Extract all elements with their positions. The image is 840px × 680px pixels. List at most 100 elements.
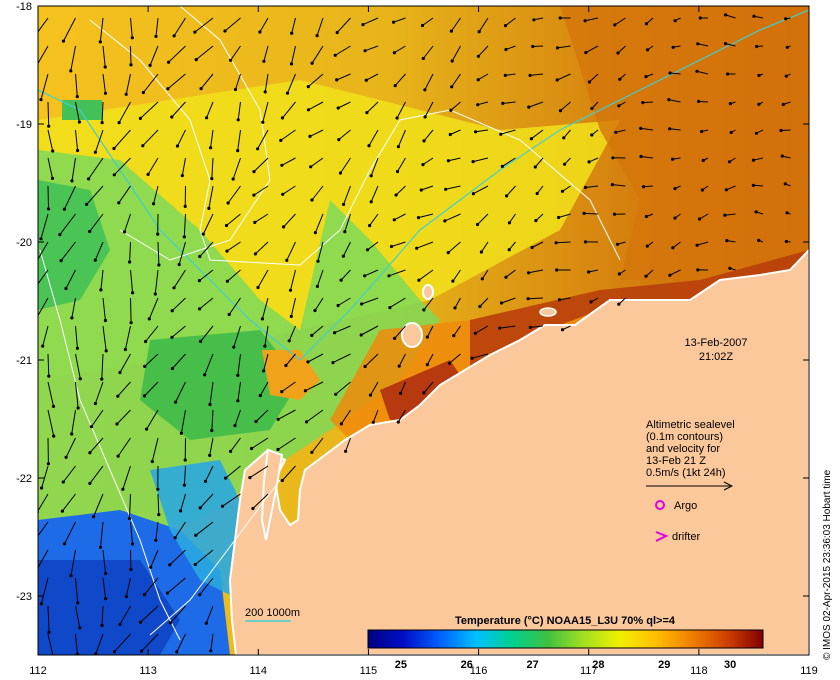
colorbar: Temperature (°C) NOAA15_L3U 70% ql>=4 25… bbox=[367, 615, 764, 671]
velocity-vector bbox=[473, 185, 489, 195]
velocity-vector-head bbox=[363, 49, 367, 53]
velocity-vector-head bbox=[393, 336, 397, 340]
velocity-vector bbox=[157, 493, 160, 515]
velocity-vector-head bbox=[116, 454, 120, 458]
velocity-vector bbox=[171, 325, 186, 338]
velocity-vector-head bbox=[368, 393, 373, 397]
velocity-vector-head bbox=[174, 400, 178, 404]
velocity-vector bbox=[584, 212, 599, 215]
velocity-vector bbox=[588, 269, 599, 273]
velocity-vector-head bbox=[146, 172, 150, 176]
velocity-vector-head bbox=[471, 160, 475, 164]
velocity-vector-head bbox=[387, 274, 391, 278]
velocity-vector bbox=[640, 127, 654, 131]
velocity-vector-head bbox=[755, 44, 759, 49]
velocity-vector bbox=[117, 381, 131, 397]
velocity-vector bbox=[478, 45, 489, 57]
velocity-vector bbox=[423, 129, 434, 142]
velocity-vector-head bbox=[449, 29, 453, 33]
velocity-vector-head bbox=[128, 260, 132, 264]
velocity-vector-head bbox=[58, 233, 62, 237]
velocity-vector bbox=[699, 213, 709, 220]
velocity-vector-head bbox=[62, 542, 67, 546]
velocity-vector bbox=[62, 493, 76, 512]
velocity-vector-head bbox=[236, 399, 240, 403]
velocity-vector bbox=[617, 45, 626, 54]
velocity-vector-head bbox=[361, 23, 365, 27]
velocity-vector-head bbox=[644, 22, 649, 26]
velocity-vector bbox=[340, 409, 351, 425]
velocity-vector-head bbox=[173, 536, 177, 540]
velocity-vector bbox=[147, 157, 159, 175]
velocity-vector-head bbox=[167, 60, 171, 64]
colorbar-tick-label: 27 bbox=[526, 659, 538, 671]
velocity-vector-head bbox=[225, 249, 229, 253]
velocity-vector bbox=[199, 297, 214, 310]
velocity-vector bbox=[388, 269, 406, 277]
velocity-vector-head bbox=[149, 565, 153, 569]
velocity-vector-head bbox=[614, 130, 618, 134]
velocity-vector-head bbox=[208, 402, 212, 407]
velocity-vector bbox=[724, 213, 736, 216]
velocity-vector-head bbox=[157, 263, 161, 267]
velocity-vector-head bbox=[500, 164, 504, 168]
velocity-vector-head bbox=[558, 109, 563, 113]
velocity-vector bbox=[252, 493, 269, 509]
velocity-vector-head bbox=[392, 218, 396, 222]
axis-ticks: 112 113 114 115 116 117 118 119 -18 -19 -20 -21 -22 -… bbox=[16, 1, 818, 677]
velocity-vector bbox=[89, 465, 104, 484]
velocity-vector bbox=[146, 409, 159, 430]
velocity-vector bbox=[129, 241, 131, 263]
velocity-vector-head bbox=[41, 344, 45, 348]
velocity-vector-head bbox=[51, 149, 55, 153]
velocity-vector bbox=[280, 129, 296, 141]
velocity-vector-head bbox=[104, 571, 108, 576]
velocity-vector-head bbox=[557, 298, 562, 302]
velocity-vector-head bbox=[183, 204, 187, 208]
velocity-vector-head bbox=[285, 258, 289, 262]
velocity-vector-head bbox=[199, 339, 203, 343]
velocity-vector bbox=[418, 213, 434, 219]
velocity-vector-head bbox=[644, 214, 649, 219]
velocity-vector-head bbox=[728, 266, 732, 270]
velocity-vector bbox=[226, 241, 241, 252]
velocity-vector-head bbox=[785, 45, 789, 49]
velocity-vector-head bbox=[288, 288, 293, 292]
map-frame bbox=[37, 5, 810, 656]
velocity-vector bbox=[75, 129, 79, 151]
velocity-vector bbox=[447, 241, 461, 253]
velocity-vector-head bbox=[208, 453, 212, 457]
velocity-vector-head bbox=[476, 103, 480, 107]
velocity-vector bbox=[477, 213, 489, 225]
velocity-vector bbox=[669, 128, 681, 131]
velocity-vector bbox=[199, 577, 214, 596]
velocity-vector-head bbox=[498, 326, 502, 330]
velocity-vector-head bbox=[479, 250, 483, 254]
velocity-vector bbox=[281, 157, 296, 166]
velocity-vector-head bbox=[193, 30, 197, 34]
velocity-vector bbox=[175, 381, 186, 403]
velocity-vector-head bbox=[263, 90, 267, 94]
velocity-vector bbox=[71, 409, 76, 435]
velocity-vector bbox=[426, 353, 434, 365]
velocity-vector bbox=[585, 185, 599, 188]
velocity-vector-head bbox=[117, 201, 121, 205]
velocity-vector-head bbox=[618, 77, 622, 81]
sealevel-contour bbox=[119, 6, 271, 261]
velocity-vector bbox=[204, 353, 214, 375]
velocity-vector-head bbox=[93, 401, 97, 406]
velocity-vector-head bbox=[673, 216, 677, 220]
velocity-vector-head bbox=[751, 158, 756, 162]
velocity-vector bbox=[389, 297, 406, 309]
velocity-vector-head bbox=[779, 128, 783, 133]
velocity-vector-head bbox=[417, 278, 421, 282]
velocity-vector bbox=[170, 605, 186, 624]
velocity-vector-head bbox=[728, 102, 733, 106]
velocity-vector-head bbox=[394, 193, 398, 197]
velocity-vector bbox=[171, 297, 186, 312]
velocity-vector bbox=[155, 17, 159, 37]
velocity-vector-head bbox=[70, 432, 74, 436]
velocity-vector bbox=[477, 101, 489, 106]
velocity-vector bbox=[640, 156, 654, 159]
velocity-vector-head bbox=[422, 308, 426, 312]
